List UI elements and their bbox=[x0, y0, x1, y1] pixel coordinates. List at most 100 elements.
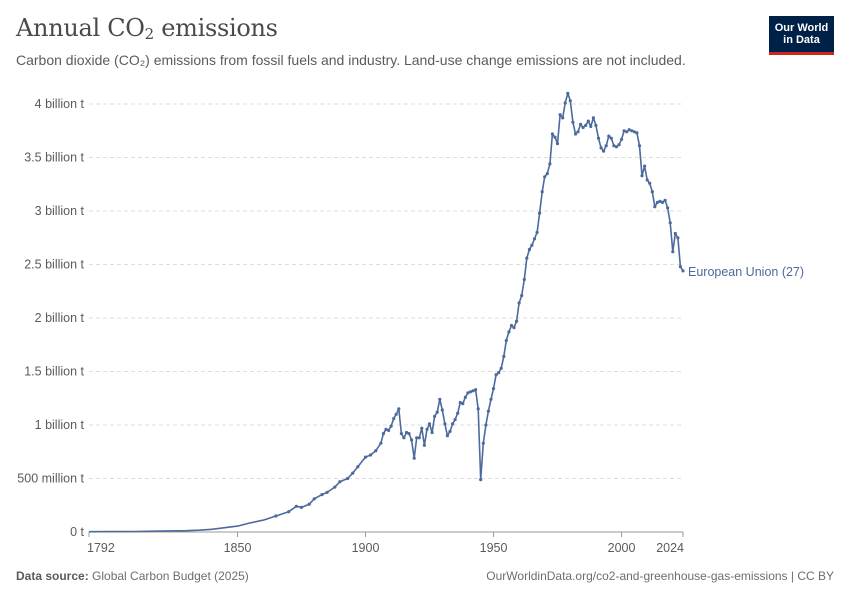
data-point bbox=[461, 402, 465, 406]
data-point bbox=[522, 277, 526, 282]
data-point bbox=[502, 354, 506, 359]
data-point bbox=[630, 129, 634, 133]
data-source: Data source: Global Carbon Budget (2025) bbox=[16, 569, 249, 583]
data-point bbox=[333, 485, 337, 489]
data-point bbox=[412, 456, 416, 460]
data-source-value: Global Carbon Budget (2025) bbox=[88, 569, 249, 583]
data-point bbox=[374, 449, 378, 453]
data-point bbox=[438, 397, 442, 401]
series-lines bbox=[88, 91, 685, 533]
data-point bbox=[274, 514, 278, 518]
data-point bbox=[369, 453, 373, 457]
data-point bbox=[550, 132, 555, 136]
data-point bbox=[410, 438, 414, 442]
y-tick-label: 0 t bbox=[70, 525, 84, 539]
data-point bbox=[445, 434, 449, 438]
y-tick-label: 1 billion t bbox=[35, 418, 85, 432]
data-point bbox=[614, 145, 619, 149]
data-point bbox=[407, 432, 411, 436]
data-point bbox=[604, 144, 608, 148]
data-point bbox=[666, 206, 670, 210]
x-axis: 1792 1850 1900 1950 2000 2024 bbox=[87, 531, 684, 555]
data-point bbox=[635, 131, 639, 135]
data-point bbox=[312, 497, 316, 501]
data-point bbox=[471, 389, 475, 393]
data-point bbox=[422, 443, 426, 447]
data-point bbox=[287, 510, 291, 514]
data-point bbox=[589, 124, 593, 129]
data-point bbox=[512, 326, 516, 330]
data-point bbox=[443, 422, 447, 426]
data-point bbox=[456, 411, 460, 415]
data-point bbox=[356, 465, 360, 469]
data-point bbox=[558, 113, 562, 117]
data-point bbox=[402, 436, 406, 440]
data-point bbox=[648, 181, 652, 185]
data-point bbox=[448, 429, 452, 433]
data-point bbox=[540, 190, 544, 194]
data-point bbox=[645, 178, 649, 182]
data-point bbox=[568, 99, 572, 103]
data-point bbox=[548, 162, 552, 166]
data-point bbox=[525, 256, 529, 260]
series-labels: European Union (27) bbox=[688, 265, 804, 279]
data-point bbox=[643, 164, 647, 168]
data-point bbox=[579, 122, 583, 126]
x-tick-label: 1792 bbox=[87, 541, 115, 555]
data-point bbox=[351, 471, 355, 475]
x-tick-label: 1850 bbox=[224, 541, 252, 555]
data-point bbox=[494, 373, 498, 377]
data-source-label: Data source: bbox=[16, 569, 89, 583]
y-tick-label: 1.5 billion t bbox=[24, 365, 84, 379]
data-point bbox=[504, 338, 508, 343]
data-point bbox=[637, 144, 642, 148]
series-label[interactable]: European Union (27) bbox=[688, 265, 804, 279]
series-line[interactable] bbox=[88, 92, 684, 533]
data-point bbox=[476, 407, 480, 411]
data-point bbox=[384, 427, 388, 431]
data-point bbox=[397, 407, 401, 411]
data-point bbox=[640, 174, 644, 178]
data-point bbox=[486, 409, 490, 413]
data-point bbox=[484, 423, 488, 427]
data-point bbox=[538, 211, 542, 215]
data-point bbox=[489, 397, 493, 401]
credit-link[interactable]: OurWorldinData.org/co2-and-greenhouse-ga… bbox=[486, 569, 834, 583]
title-main: Annual CO bbox=[16, 14, 145, 42]
data-point bbox=[404, 430, 409, 435]
data-point bbox=[474, 388, 478, 392]
data-point bbox=[678, 265, 683, 269]
data-point bbox=[515, 319, 519, 323]
data-point bbox=[563, 101, 567, 105]
data-point bbox=[653, 205, 657, 209]
data-point bbox=[576, 130, 580, 134]
y-tick-label: 2 billion t bbox=[35, 311, 85, 325]
data-point bbox=[532, 237, 537, 241]
our-world-in-data-logo[interactable]: Our World in Data bbox=[769, 16, 834, 55]
data-point bbox=[433, 414, 437, 418]
data-point bbox=[545, 172, 549, 176]
data-point bbox=[399, 432, 403, 436]
data-point bbox=[571, 120, 575, 124]
data-point bbox=[458, 400, 462, 405]
data-point bbox=[617, 143, 621, 147]
y-tick-label: 500 million t bbox=[17, 472, 84, 486]
data-point bbox=[430, 430, 434, 435]
data-point bbox=[363, 455, 368, 459]
data-point bbox=[491, 387, 496, 391]
data-point bbox=[427, 422, 432, 426]
title-rest: emissions bbox=[153, 14, 278, 42]
data-point bbox=[681, 269, 685, 273]
data-point bbox=[625, 130, 629, 134]
data-point bbox=[394, 412, 398, 416]
data-point bbox=[596, 136, 601, 140]
data-point bbox=[299, 505, 304, 509]
y-tick-label: 2.5 billion t bbox=[24, 258, 84, 272]
data-point bbox=[658, 199, 662, 203]
data-point bbox=[607, 134, 611, 138]
data-point bbox=[622, 129, 626, 133]
x-tick-label: 1900 bbox=[352, 541, 380, 555]
chart-subtitle: Carbon dioxide (CO₂) emissions from foss… bbox=[16, 52, 686, 68]
data-point bbox=[553, 135, 557, 139]
